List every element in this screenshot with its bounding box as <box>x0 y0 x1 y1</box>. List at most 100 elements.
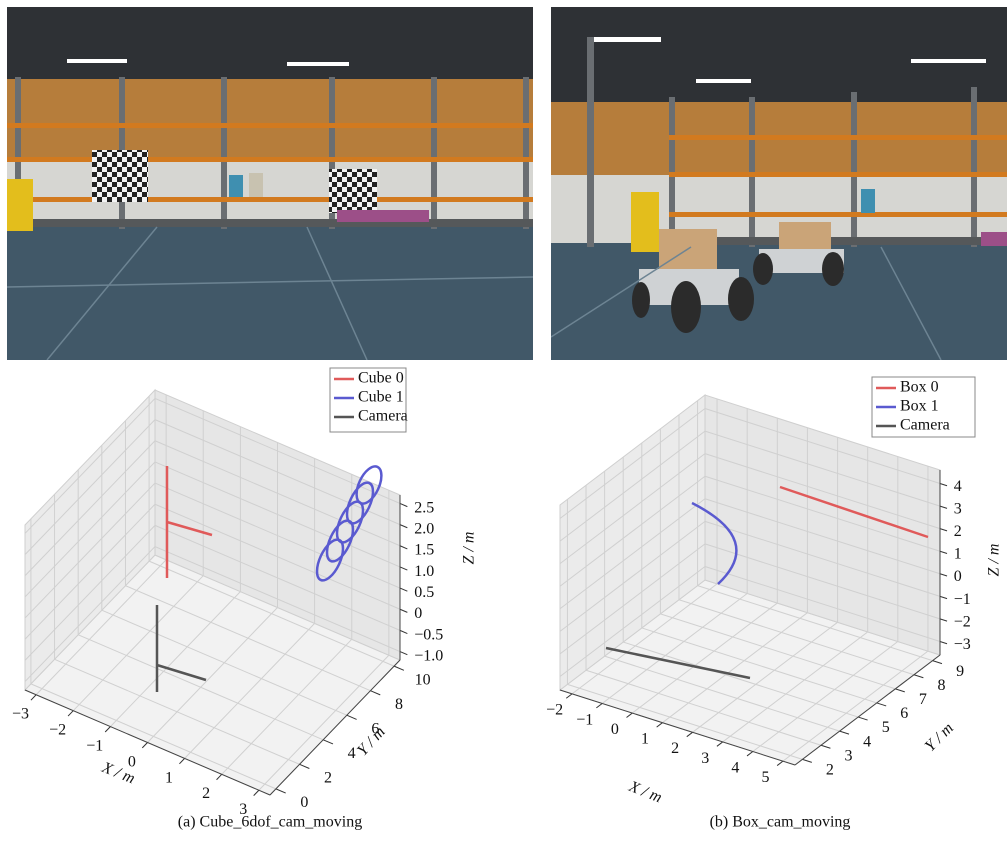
plot-3d: −3−2−101230246810−1.0−0.500.51.01.52.02.… <box>12 368 478 818</box>
z-tick-label: −1 <box>954 591 971 608</box>
y-tick-label: 10 <box>415 671 431 688</box>
x-tick-label: −1 <box>576 711 593 728</box>
x-tick-label: 1 <box>165 769 173 786</box>
figure: −3−2−101230246810−1.0−0.500.51.01.52.02.… <box>0 0 1007 839</box>
tick-mark <box>877 703 886 706</box>
tick-mark <box>940 551 947 553</box>
tick-mark <box>840 731 849 734</box>
z-axis-label: Z / m <box>461 532 478 565</box>
boxes <box>337 210 429 222</box>
tick-mark <box>940 574 947 576</box>
tick-mark <box>940 484 947 486</box>
photo-box-scene <box>551 7 1007 360</box>
caption: (a) Cube_6dof_cam_moving <box>178 814 362 831</box>
tick-mark <box>400 525 407 528</box>
legend-label: Cube 1 <box>358 389 404 406</box>
tick-mark <box>940 529 947 531</box>
checker-cube <box>92 150 148 202</box>
x-tick-label: 1 <box>641 731 649 748</box>
z-tick-label: 2.5 <box>414 499 434 516</box>
tick-mark <box>933 661 942 664</box>
x-tick-label: 2 <box>671 740 679 757</box>
z-tick-label: 2 <box>954 523 962 540</box>
z-tick-label: 1.0 <box>414 563 434 580</box>
tick-mark <box>821 745 830 748</box>
light <box>696 79 751 83</box>
tick-mark <box>940 619 947 621</box>
tick-mark <box>400 630 407 633</box>
x-tick-label: 2 <box>202 785 210 802</box>
tick-mark <box>31 695 36 700</box>
x-tick-label: 3 <box>701 750 709 767</box>
tick-mark <box>323 740 333 744</box>
tick-mark <box>717 742 723 746</box>
y-axis-label: Y / m <box>354 724 389 760</box>
checker-cube <box>329 169 377 213</box>
tick-mark <box>276 789 286 793</box>
tick-mark <box>777 761 783 765</box>
light <box>911 59 986 63</box>
y-tick-label: 5 <box>882 719 890 736</box>
tick-mark <box>627 713 633 717</box>
tick-mark <box>217 774 222 779</box>
tick-mark <box>370 691 380 695</box>
photo-cube-scene <box>7 7 533 360</box>
x-tick-label: −2 <box>49 722 66 739</box>
tick-mark <box>142 743 147 748</box>
y-tick-label: 8 <box>395 696 403 713</box>
tick-mark <box>858 717 867 720</box>
plot-3d: −2−101234523456789−3−2−101234X / mY / mZ… <box>546 377 1003 806</box>
y-tick-label: 8 <box>937 677 945 694</box>
barrel <box>229 175 243 197</box>
x-tick-label: −2 <box>546 702 563 719</box>
x-tick-label: 0 <box>611 721 619 738</box>
pallets <box>669 237 1007 245</box>
tick-mark <box>895 689 904 692</box>
x-tick-label: −1 <box>86 737 103 754</box>
z-tick-label: 0.5 <box>414 584 434 601</box>
tick-mark <box>400 503 407 506</box>
floor <box>7 225 533 360</box>
light <box>287 62 349 66</box>
tick-mark <box>687 732 693 736</box>
x-tick-label: 4 <box>731 759 739 776</box>
legend-label: Box 1 <box>900 398 939 415</box>
barrel <box>861 189 875 213</box>
tick-mark <box>300 764 310 768</box>
x-tick-label: 5 <box>762 769 770 786</box>
tick-mark <box>914 675 923 678</box>
tick-mark <box>657 723 663 727</box>
z-tick-label: 2.0 <box>414 521 434 538</box>
legend-label: Cube 0 <box>358 370 404 387</box>
z-tick-label: 0 <box>414 605 422 622</box>
tick-mark <box>400 546 407 549</box>
z-tick-label: −2 <box>954 613 971 630</box>
z-tick-label: −0.5 <box>414 626 443 643</box>
y-tick-label: 7 <box>919 691 927 708</box>
tick-mark <box>179 758 184 763</box>
tick-mark <box>105 727 110 732</box>
caption: (b) Box_cam_moving <box>710 814 851 831</box>
y-tick-label: 3 <box>845 747 853 764</box>
y-tick-label: 4 <box>863 733 871 750</box>
z-tick-label: 1 <box>954 546 962 563</box>
tick-mark <box>940 641 947 643</box>
y-tick-label: 2 <box>826 762 834 779</box>
z-tick-label: 4 <box>954 478 962 495</box>
tick-mark <box>254 790 259 795</box>
tick-mark <box>940 596 947 598</box>
wall <box>7 79 533 159</box>
z-tick-label: 0 <box>954 568 962 585</box>
pallets <box>7 219 533 227</box>
tick-mark <box>400 609 407 612</box>
x-tick-label: −3 <box>12 706 29 723</box>
tick-mark <box>566 694 572 698</box>
light <box>67 59 127 63</box>
tick-mark <box>400 567 407 570</box>
y-axis-label: Y / m <box>922 720 957 755</box>
z-tick-label: 3 <box>954 501 962 518</box>
tick-mark <box>747 752 753 756</box>
tick-mark <box>394 666 404 670</box>
z-tick-label: 1.5 <box>414 542 434 559</box>
tick-mark <box>400 588 407 591</box>
